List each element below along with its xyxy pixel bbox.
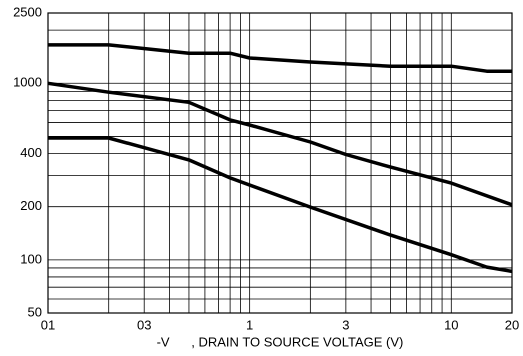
x-tick-label: 20 — [505, 317, 519, 332]
y-tick-label: 1000 — [13, 75, 42, 90]
y-tick-label: 50 — [28, 304, 42, 319]
line-series — [48, 43, 512, 73]
x-tick-label: 01 — [41, 317, 55, 332]
x-tick-label: 03 — [137, 317, 151, 332]
line-series — [47, 81, 513, 207]
x-tick-label: 3 — [342, 317, 349, 332]
x-axis-label: -V , DRAIN TO SOURCE VOLTAGE (V) — [157, 334, 404, 349]
x-tick-label: 10 — [444, 317, 458, 332]
line-series — [48, 136, 513, 274]
x-tick-label: 1 — [246, 317, 253, 332]
y-tick-label: 2500 — [13, 4, 42, 19]
plot-frame — [47, 12, 513, 314]
y-tick-label: 100 — [20, 251, 42, 266]
y-tick-label: 400 — [20, 145, 42, 160]
y-tick-label: 200 — [20, 198, 42, 213]
